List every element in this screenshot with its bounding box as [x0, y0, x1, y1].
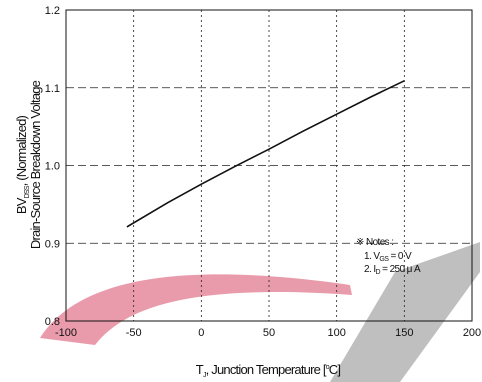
y-axis-title: BVDSS, (Normalized) Drain-Source Breakdo…: [14, 80, 43, 249]
x-tick-label: -100: [55, 327, 77, 339]
notes-line-2: 2. ID = 250 μ A: [364, 264, 421, 276]
svg-text:Drain-Source Breakdown Voltage: Drain-Source Breakdown Voltage: [28, 80, 43, 249]
y-tick-label: 0.8: [45, 316, 60, 328]
x-tick-label: -50: [126, 327, 142, 339]
y-tick-label: 1.0: [45, 161, 60, 173]
notes-title: ※ Notes :: [356, 237, 393, 248]
tick-labels: -100 -50 0 50 100 150 200 0.8 0.9 1.0 1.1 1.2: [45, 5, 481, 339]
watermark-pink-swoosh: [40, 274, 352, 345]
x-tick-label: 150: [395, 327, 413, 339]
x-axis-title: TJ, Junction Temperature [oC]: [196, 362, 341, 379]
watermark-gray-band: [330, 242, 480, 382]
x-tick-label: 0: [198, 327, 204, 339]
notes: ※ Notes : 1. VGS = 0 V 2. ID = 250 μ A: [356, 237, 422, 276]
x-tick-label: 100: [327, 327, 345, 339]
y-tick-label: 0.9: [45, 238, 60, 250]
x-tick-label: 200: [463, 327, 481, 339]
plot-frame: [65, 9, 473, 322]
grid: [66, 10, 472, 321]
y-tick-label: 1.2: [45, 5, 60, 17]
series-line: [126, 80, 405, 228]
svg-text:BVDSS, (Normalized): BVDSS, (Normalized): [14, 115, 31, 214]
x-tick-label: 50: [263, 327, 275, 339]
y-tick-label: 1.1: [45, 83, 60, 95]
notes-line-1: 1. VGS = 0 V: [364, 251, 412, 263]
watermark: [40, 242, 480, 382]
series-layer: [126, 80, 405, 228]
